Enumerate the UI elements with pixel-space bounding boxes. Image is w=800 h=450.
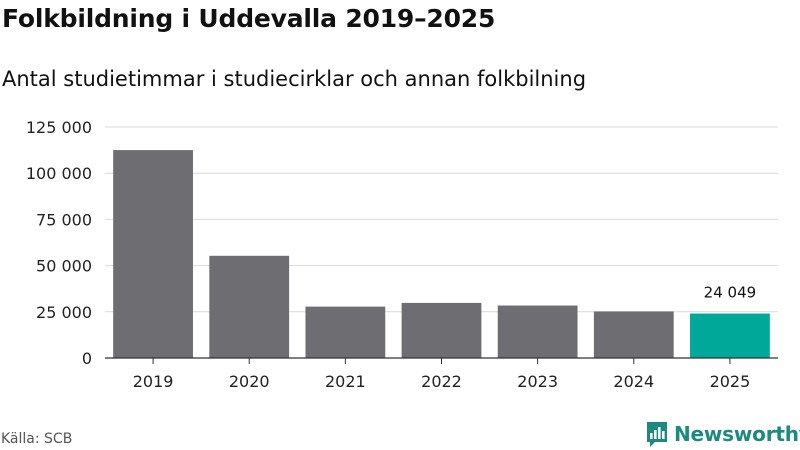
bar-2024: [593, 311, 674, 358]
bar-2022: [401, 302, 482, 358]
bar-2025: [690, 313, 770, 358]
bar-2020: [209, 255, 290, 358]
data-label: 24 049: [704, 284, 757, 302]
chart-title: Folkbildning i Uddevalla 2019–2025: [2, 4, 496, 33]
x-tick-label: 2020: [229, 372, 270, 391]
x-tick-label: 2021: [325, 372, 366, 391]
y-tick-label: 25 000: [36, 303, 92, 322]
bar-2023: [497, 305, 578, 358]
x-tick-label: 2022: [421, 372, 462, 391]
chart-subtitle: Antal studietimmar i studiecirklar och a…: [2, 67, 587, 91]
x-tick-label: 2025: [710, 372, 751, 391]
bar-2019: [113, 150, 193, 358]
y-tick-label: 75 000: [36, 210, 92, 229]
source-note: Källa: SCB: [1, 431, 73, 447]
brand-name: Newsworthy: [674, 422, 800, 446]
y-tick-label: 50 000: [36, 257, 92, 276]
x-tick-label: 2023: [517, 372, 558, 391]
brand-logo: Newsworthy: [645, 420, 800, 448]
y-tick-label: 125 000: [26, 118, 92, 137]
y-tick-label: 0: [82, 349, 92, 368]
y-tick-label: 100 000: [26, 164, 92, 183]
newsworthy-logo-icon: [647, 422, 667, 447]
x-tick-label: 2024: [613, 372, 654, 391]
x-tick-label: 2019: [133, 372, 174, 391]
bar-2021: [305, 306, 386, 358]
